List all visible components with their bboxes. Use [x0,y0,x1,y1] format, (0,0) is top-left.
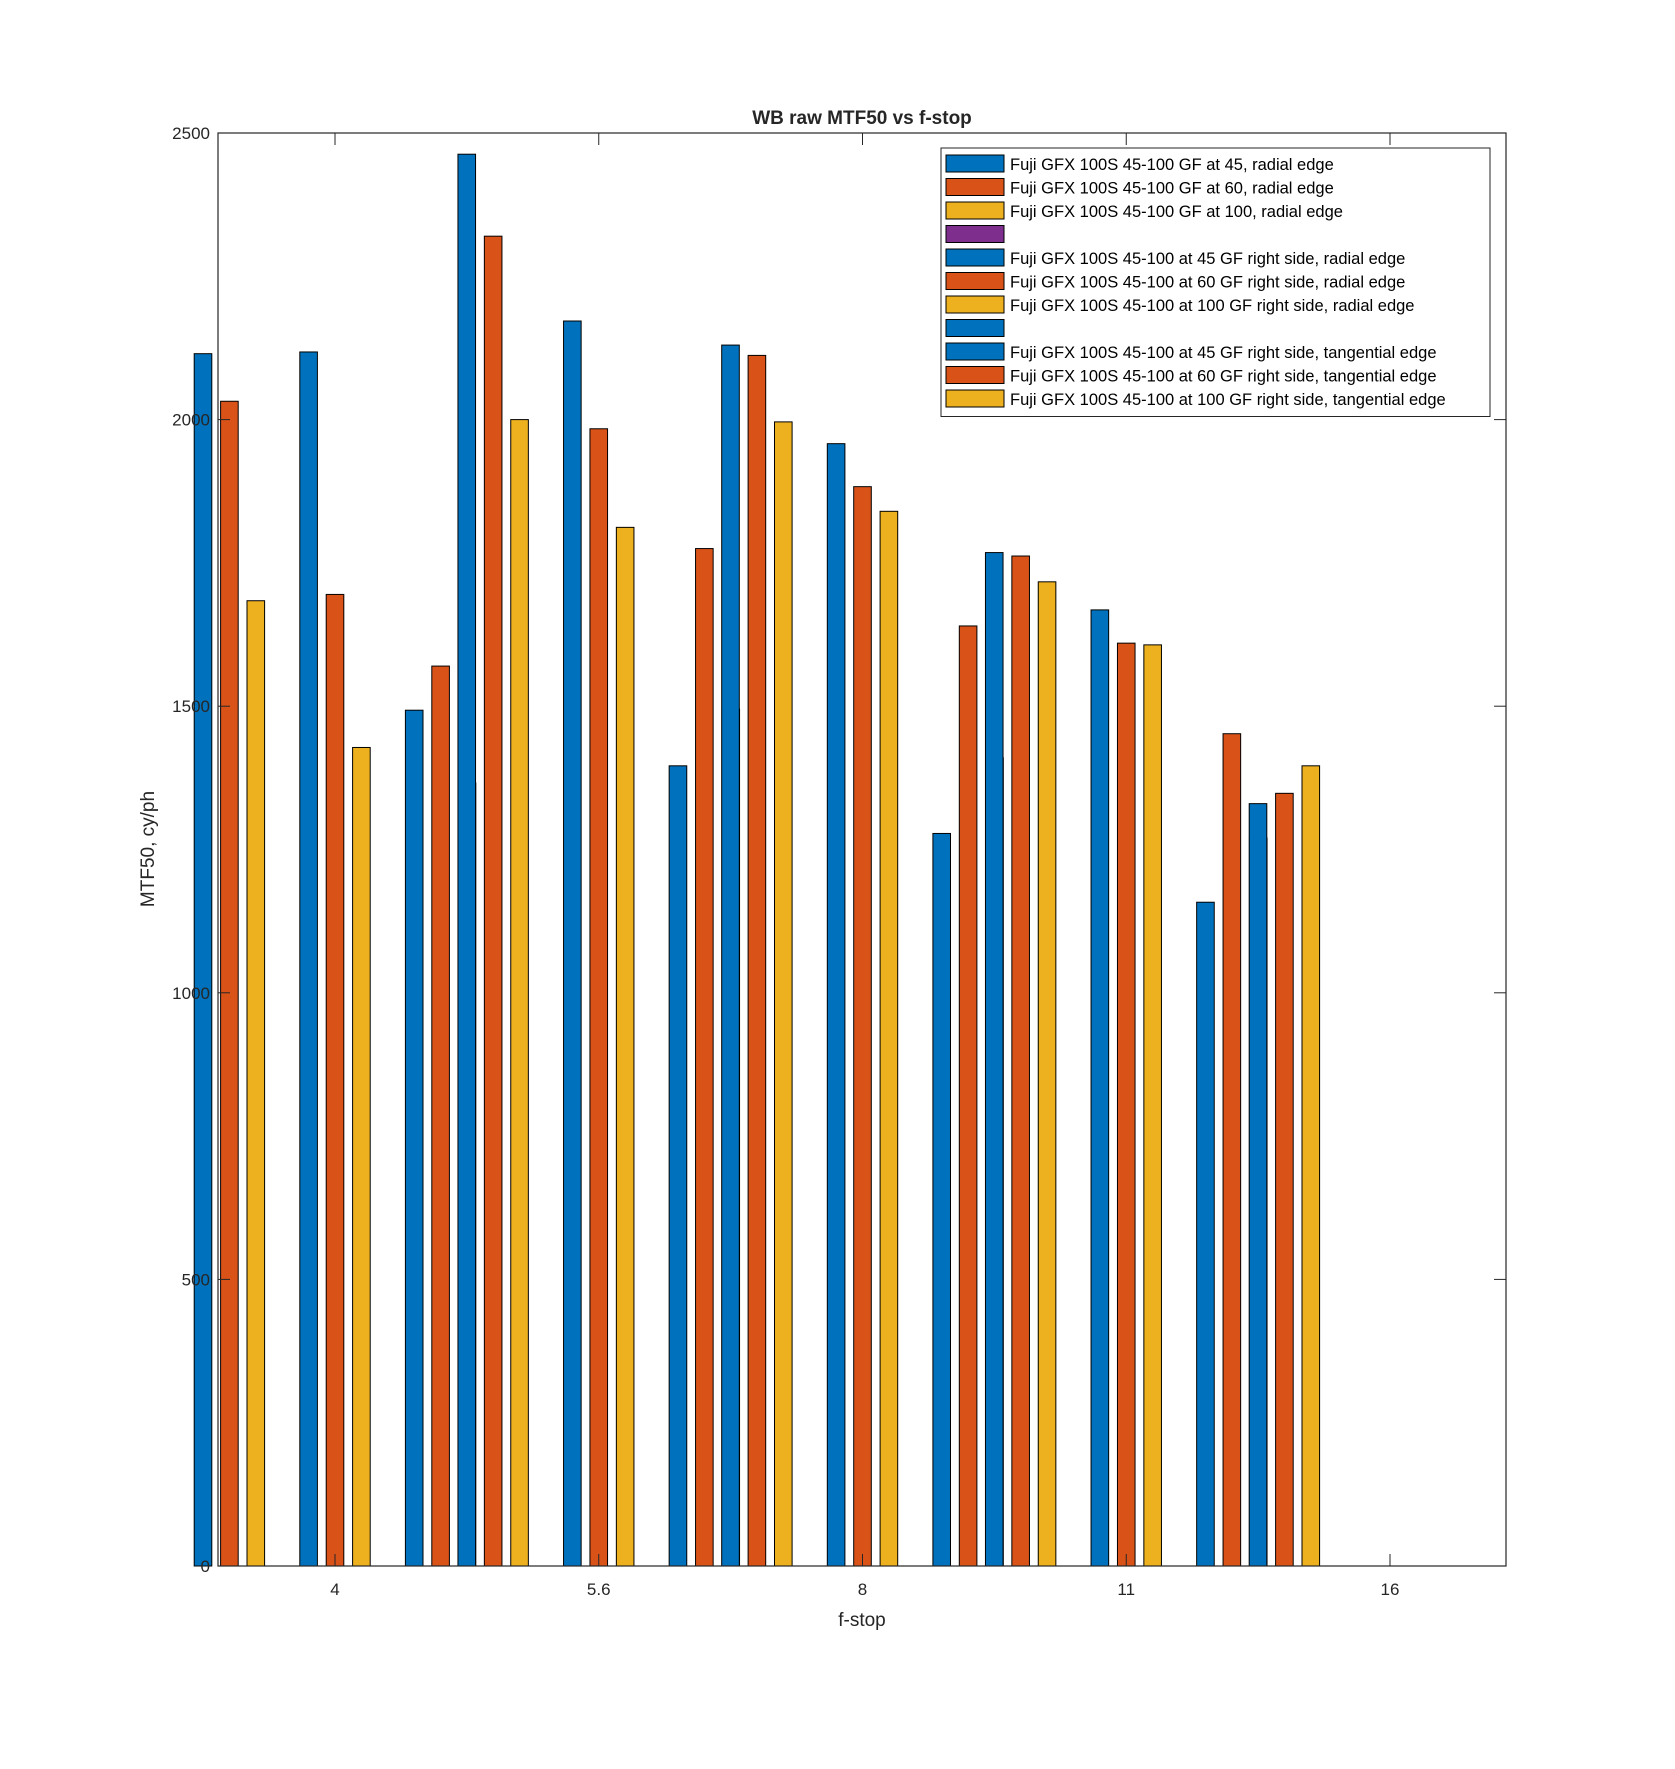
legend-label: Fuji GFX 100S 45-100 at 60 GF right side… [1010,274,1405,292]
bar [325,593,345,1567]
bar [483,235,503,1567]
bar [615,526,635,1567]
legend-swatch [945,342,1005,361]
x-tick-label: 5.6 [587,1580,611,1599]
legend-swatch [945,178,1005,196]
legend-swatch [945,389,1005,408]
legend-label: Fuji GFX 100S 45-100 at 45 GF right side… [1010,250,1405,268]
axis-ticks: 0 500 1000 1500 2000 2500 4 5.6 8 11 16 [172,124,1506,1599]
bar [721,344,740,1567]
bar [1143,644,1162,1567]
bar [958,625,978,1567]
y-tick-label: 0 [201,1557,210,1576]
bar [220,400,239,1567]
legend-swatch [945,272,1005,290]
legend-swatch [945,225,1005,243]
bar [1222,733,1242,1567]
y-tick-label: 500 [182,1270,210,1289]
bar [747,354,767,1567]
legend-label: Fuji GFX 100S 45-100 GF at 100, radial e… [1010,203,1343,221]
bar [193,353,213,1567]
bar [853,486,872,1567]
bar [932,832,952,1567]
x-tick-label: 16 [1381,1580,1400,1599]
bar [1011,555,1030,1567]
bar [1301,765,1321,1567]
bar [510,419,529,1567]
bar [352,746,371,1567]
bar [1196,901,1215,1567]
bar [879,510,899,1567]
chart-title: WB raw MTF50 vs f-stop [752,108,972,129]
legend-label: Fuji GFX 100S 45-100 at 100 GF right sid… [1010,391,1446,409]
bar [1116,642,1136,1567]
y-tick-label: 2500 [172,124,210,143]
bar [695,548,714,1567]
legend-box [940,147,1491,417]
y-tick-label: 1500 [172,697,210,716]
legend-swatch [945,319,1005,337]
y-tick-label: 1000 [172,984,210,1003]
bar [1090,609,1110,1567]
x-tick-label: 11 [1117,1580,1135,1599]
legend-swatch [945,295,1005,314]
legend-label: Fuji GFX 100S 45-100 GF at 60, radial ed… [1010,180,1334,198]
x-axis-label: f-stop [838,1610,886,1631]
legend-label: Fuji GFX 100S 45-100 GF at 45, radial ed… [1010,156,1334,174]
legend: Fuji GFX 100S 45-100 GF at 45, radial ed… [940,147,1491,417]
bar [299,351,318,1567]
x-tick-label: 4 [330,1580,339,1599]
y-tick-label: 2000 [172,411,210,430]
bar [774,421,793,1567]
legend-label: Fuji GFX 100S 45-100 at 45 GF right side… [1010,344,1437,362]
bar [668,765,688,1567]
bar [1248,803,1268,1567]
bar [589,428,609,1567]
bar [1037,581,1057,1567]
legend-label: Fuji GFX 100S 45-100 at 100 GF right sid… [1010,297,1414,315]
legend-swatch [945,366,1005,384]
y-axis-label: MTF50, cy/ph [138,791,159,907]
bar [246,600,266,1567]
x-tick-label: 8 [858,1580,867,1599]
bar [826,443,846,1567]
bar [457,153,477,1567]
bar [404,709,424,1567]
bar [1275,792,1294,1567]
legend-label: Fuji GFX 100S 45-100 at 60 GF right side… [1010,368,1437,386]
legend-swatch [945,154,1005,173]
legend-swatch [945,248,1005,267]
bars [193,153,1321,1567]
bar [984,552,1004,1567]
bar [563,320,582,1567]
legend-swatch [945,201,1005,220]
bar [431,665,450,1567]
